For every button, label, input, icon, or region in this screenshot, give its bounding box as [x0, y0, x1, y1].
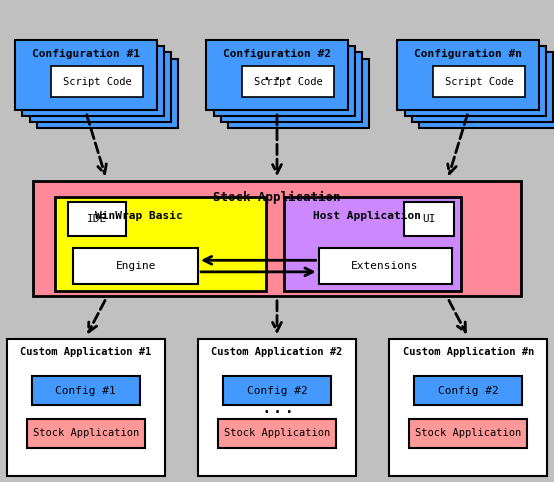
Bar: [68, 202, 126, 236]
Text: Host Application: Host Application: [313, 211, 420, 221]
Bar: [228, 58, 370, 129]
Bar: [29, 53, 171, 122]
Text: UI: UI: [423, 214, 436, 224]
Text: Stock Application: Stock Application: [213, 191, 341, 204]
Text: ...: ...: [260, 65, 296, 84]
Bar: [404, 46, 546, 116]
Text: Script Code: Script Code: [254, 77, 322, 87]
Bar: [214, 46, 355, 116]
Bar: [33, 181, 521, 296]
Text: Configuration #n: Configuration #n: [414, 50, 522, 59]
Text: Engine: Engine: [115, 261, 156, 271]
Text: ...: ...: [260, 398, 296, 417]
Bar: [319, 248, 452, 284]
Bar: [414, 376, 522, 405]
Text: Script Code: Script Code: [63, 77, 131, 87]
Text: Custom Application #2: Custom Application #2: [212, 347, 342, 357]
Bar: [73, 248, 198, 284]
Text: Config #2: Config #2: [438, 386, 499, 396]
Text: Stock Application: Stock Application: [224, 428, 330, 439]
Bar: [398, 40, 538, 110]
Text: Config #2: Config #2: [247, 386, 307, 396]
Bar: [242, 66, 334, 97]
Text: WinWrap Basic: WinWrap Basic: [95, 211, 182, 221]
Bar: [37, 58, 178, 129]
Bar: [284, 198, 461, 291]
Text: IDE: IDE: [87, 214, 107, 224]
Bar: [220, 53, 362, 122]
Bar: [198, 338, 356, 476]
Bar: [207, 40, 348, 110]
Text: Extensions: Extensions: [351, 261, 419, 271]
Bar: [23, 46, 164, 116]
Bar: [419, 58, 554, 129]
Bar: [51, 66, 143, 97]
Bar: [223, 376, 331, 405]
Text: Stock Application: Stock Application: [415, 428, 521, 439]
Text: Configuration #1: Configuration #1: [32, 50, 140, 59]
Text: Script Code: Script Code: [445, 77, 514, 87]
Bar: [32, 376, 140, 405]
Bar: [27, 419, 145, 448]
Bar: [15, 40, 157, 110]
Bar: [412, 53, 553, 122]
Bar: [404, 202, 454, 236]
Bar: [218, 419, 336, 448]
Text: Configuration #2: Configuration #2: [223, 50, 331, 59]
Text: Stock Application: Stock Application: [33, 428, 139, 439]
Text: Config #1: Config #1: [55, 386, 116, 396]
Bar: [7, 338, 165, 476]
Bar: [389, 338, 547, 476]
Bar: [409, 419, 527, 448]
Bar: [433, 66, 525, 97]
Bar: [55, 198, 266, 291]
Text: Custom Application #n: Custom Application #n: [403, 347, 534, 357]
Text: Custom Application #1: Custom Application #1: [20, 347, 151, 357]
